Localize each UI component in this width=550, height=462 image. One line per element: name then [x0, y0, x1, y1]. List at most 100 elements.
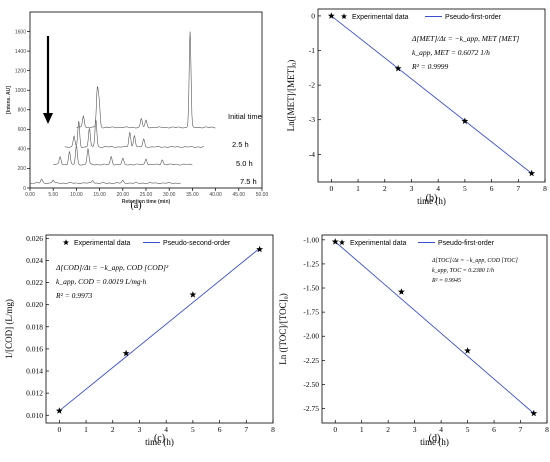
- y-tick-label: 600: [18, 127, 27, 133]
- equation-annotation: R² = 0.9945: [431, 277, 461, 284]
- data-point: [530, 409, 538, 417]
- data-point: [331, 238, 339, 245]
- y-tick-label: 1400: [15, 49, 26, 55]
- x-tick-label: 8: [543, 184, 547, 193]
- y-tick-label: 0.016: [26, 344, 43, 353]
- x-axis-label: time (h): [145, 437, 174, 447]
- y-tick-label: -4: [309, 150, 315, 159]
- y-tick-label: -1: [309, 46, 315, 55]
- x-tick-label: 4: [436, 184, 440, 193]
- y-tick-label: 200: [18, 166, 27, 172]
- x-tick-label: 3: [410, 184, 414, 193]
- y-axis-label: Ln([MET]/[MET]₀): [286, 60, 296, 132]
- panel-label: (c): [154, 433, 165, 444]
- x-tick-label: 25.00: [140, 192, 153, 198]
- x-tick-label: 1: [360, 425, 364, 434]
- x-tick-label: 5: [463, 184, 467, 193]
- y-tick-label: -2.75: [303, 404, 319, 413]
- y-axis-label: 1/[COD] (L/mg): [4, 299, 14, 359]
- x-tick-label: 1: [356, 184, 360, 193]
- y-tick-label: 1000: [15, 88, 26, 94]
- fit-line: [334, 241, 535, 414]
- x-axis-label: Retention time (min): [122, 199, 171, 205]
- panel-label: (d): [429, 433, 441, 444]
- x-tick-label: 50.00: [256, 192, 269, 198]
- x-tick-label: 0: [57, 425, 61, 434]
- x-axis-label: time (h): [417, 196, 446, 206]
- y-tick-label: 0: [23, 186, 26, 192]
- x-tick-label: 7: [516, 184, 520, 193]
- x-tick-label: 10.00: [70, 192, 83, 198]
- legend-marker: [340, 13, 348, 20]
- x-tick-label: 1: [84, 425, 88, 434]
- trace-label: 5.0 h: [236, 159, 253, 168]
- legend-label-fit: Pseudo-second-order: [163, 240, 231, 247]
- data-point: [464, 347, 472, 354]
- chromatogram-trace: [53, 145, 193, 166]
- y-axis-label: Ln ([TOC]/[TOC]₀): [278, 293, 288, 365]
- chromatogram-trace: [76, 31, 216, 129]
- y-tick-label: -1.00: [303, 235, 319, 244]
- y-tick-label: 0.014: [26, 367, 43, 376]
- equation-annotation: R² = 0.9973: [55, 291, 93, 300]
- y-tick-label: -1.25: [303, 259, 319, 268]
- chromatogram-frame: [29, 11, 263, 189]
- legend-marker: [62, 239, 70, 246]
- y-tick-label: 0.020: [26, 300, 43, 309]
- y-tick-label: -1.50: [303, 284, 319, 293]
- x-tick-label: 4: [164, 425, 168, 434]
- y-tick-label: -2.00: [303, 332, 319, 341]
- trace-label: Initial time: [228, 112, 262, 121]
- equation-annotation: k_app, MET = 0.6072 1/h: [412, 48, 490, 57]
- x-tick-label: 6: [490, 184, 494, 193]
- y-tick-label: 1200: [15, 68, 26, 74]
- y-tick-label: 0.026: [26, 234, 43, 243]
- trace-label: 7.5 h: [240, 177, 257, 186]
- y-tick-label: 0.024: [26, 256, 43, 265]
- data-point: [327, 12, 335, 19]
- y-tick-label: -2: [309, 81, 315, 90]
- x-tick-label: 8: [545, 425, 549, 434]
- x-tick-label: 5: [191, 425, 195, 434]
- data-point: [189, 291, 197, 298]
- x-tick-label: 6: [492, 425, 496, 434]
- data-point: [397, 288, 405, 295]
- plot-frame: [317, 8, 546, 183]
- plot-frame: [321, 234, 548, 424]
- x-tick-label: 2: [383, 184, 387, 193]
- x-tick-label: 0.00: [25, 192, 35, 198]
- legend-label-experimental: Experimental data: [352, 14, 409, 21]
- x-tick-label: 7: [519, 425, 523, 434]
- equation-annotation: Δ[TOC]/Δt = −k_app, COD [TOC]: [431, 258, 518, 264]
- legend-label-experimental: Experimental data: [350, 240, 407, 247]
- panel-label: (a): [130, 200, 141, 211]
- equation-annotation: Δ[MET]/Δt = −k_app, MET [MET]: [411, 34, 519, 43]
- x-tick-label: 5.00: [48, 192, 58, 198]
- legend-label-fit: Pseudo-first-order: [438, 240, 495, 247]
- fit-line: [331, 15, 532, 174]
- x-tick-label: 30.00: [163, 192, 176, 198]
- x-tick-label: 5: [466, 425, 470, 434]
- equation-annotation: k_app, TOC = 0.2380 1/h: [432, 268, 494, 274]
- x-tick-label: 15.00: [93, 192, 106, 198]
- x-tick-label: 3: [413, 425, 417, 434]
- x-tick-label: 35.00: [186, 192, 199, 198]
- y-tick-label: 400: [18, 147, 27, 153]
- chromatogram-trace: [64, 119, 205, 148]
- x-tick-label: 3: [138, 425, 142, 434]
- y-axis-label: [Intens. AU]: [6, 86, 12, 114]
- x-tick-label: 45.00: [233, 192, 246, 198]
- plot-frame: [45, 234, 274, 424]
- chromatogram-trace: [30, 178, 181, 185]
- y-tick-label: 1600: [15, 29, 26, 35]
- data-point: [256, 245, 264, 253]
- trace-label: 2.5 h: [232, 140, 249, 149]
- x-tick-label: 0: [333, 425, 337, 434]
- y-tick-label: -2.50: [303, 380, 319, 389]
- y-tick-label: -2.25: [303, 356, 319, 365]
- x-tick-label: 7: [244, 425, 248, 434]
- data-point: [122, 349, 130, 357]
- y-tick-label: 0: [311, 11, 315, 20]
- x-tick-label: 4: [439, 425, 443, 434]
